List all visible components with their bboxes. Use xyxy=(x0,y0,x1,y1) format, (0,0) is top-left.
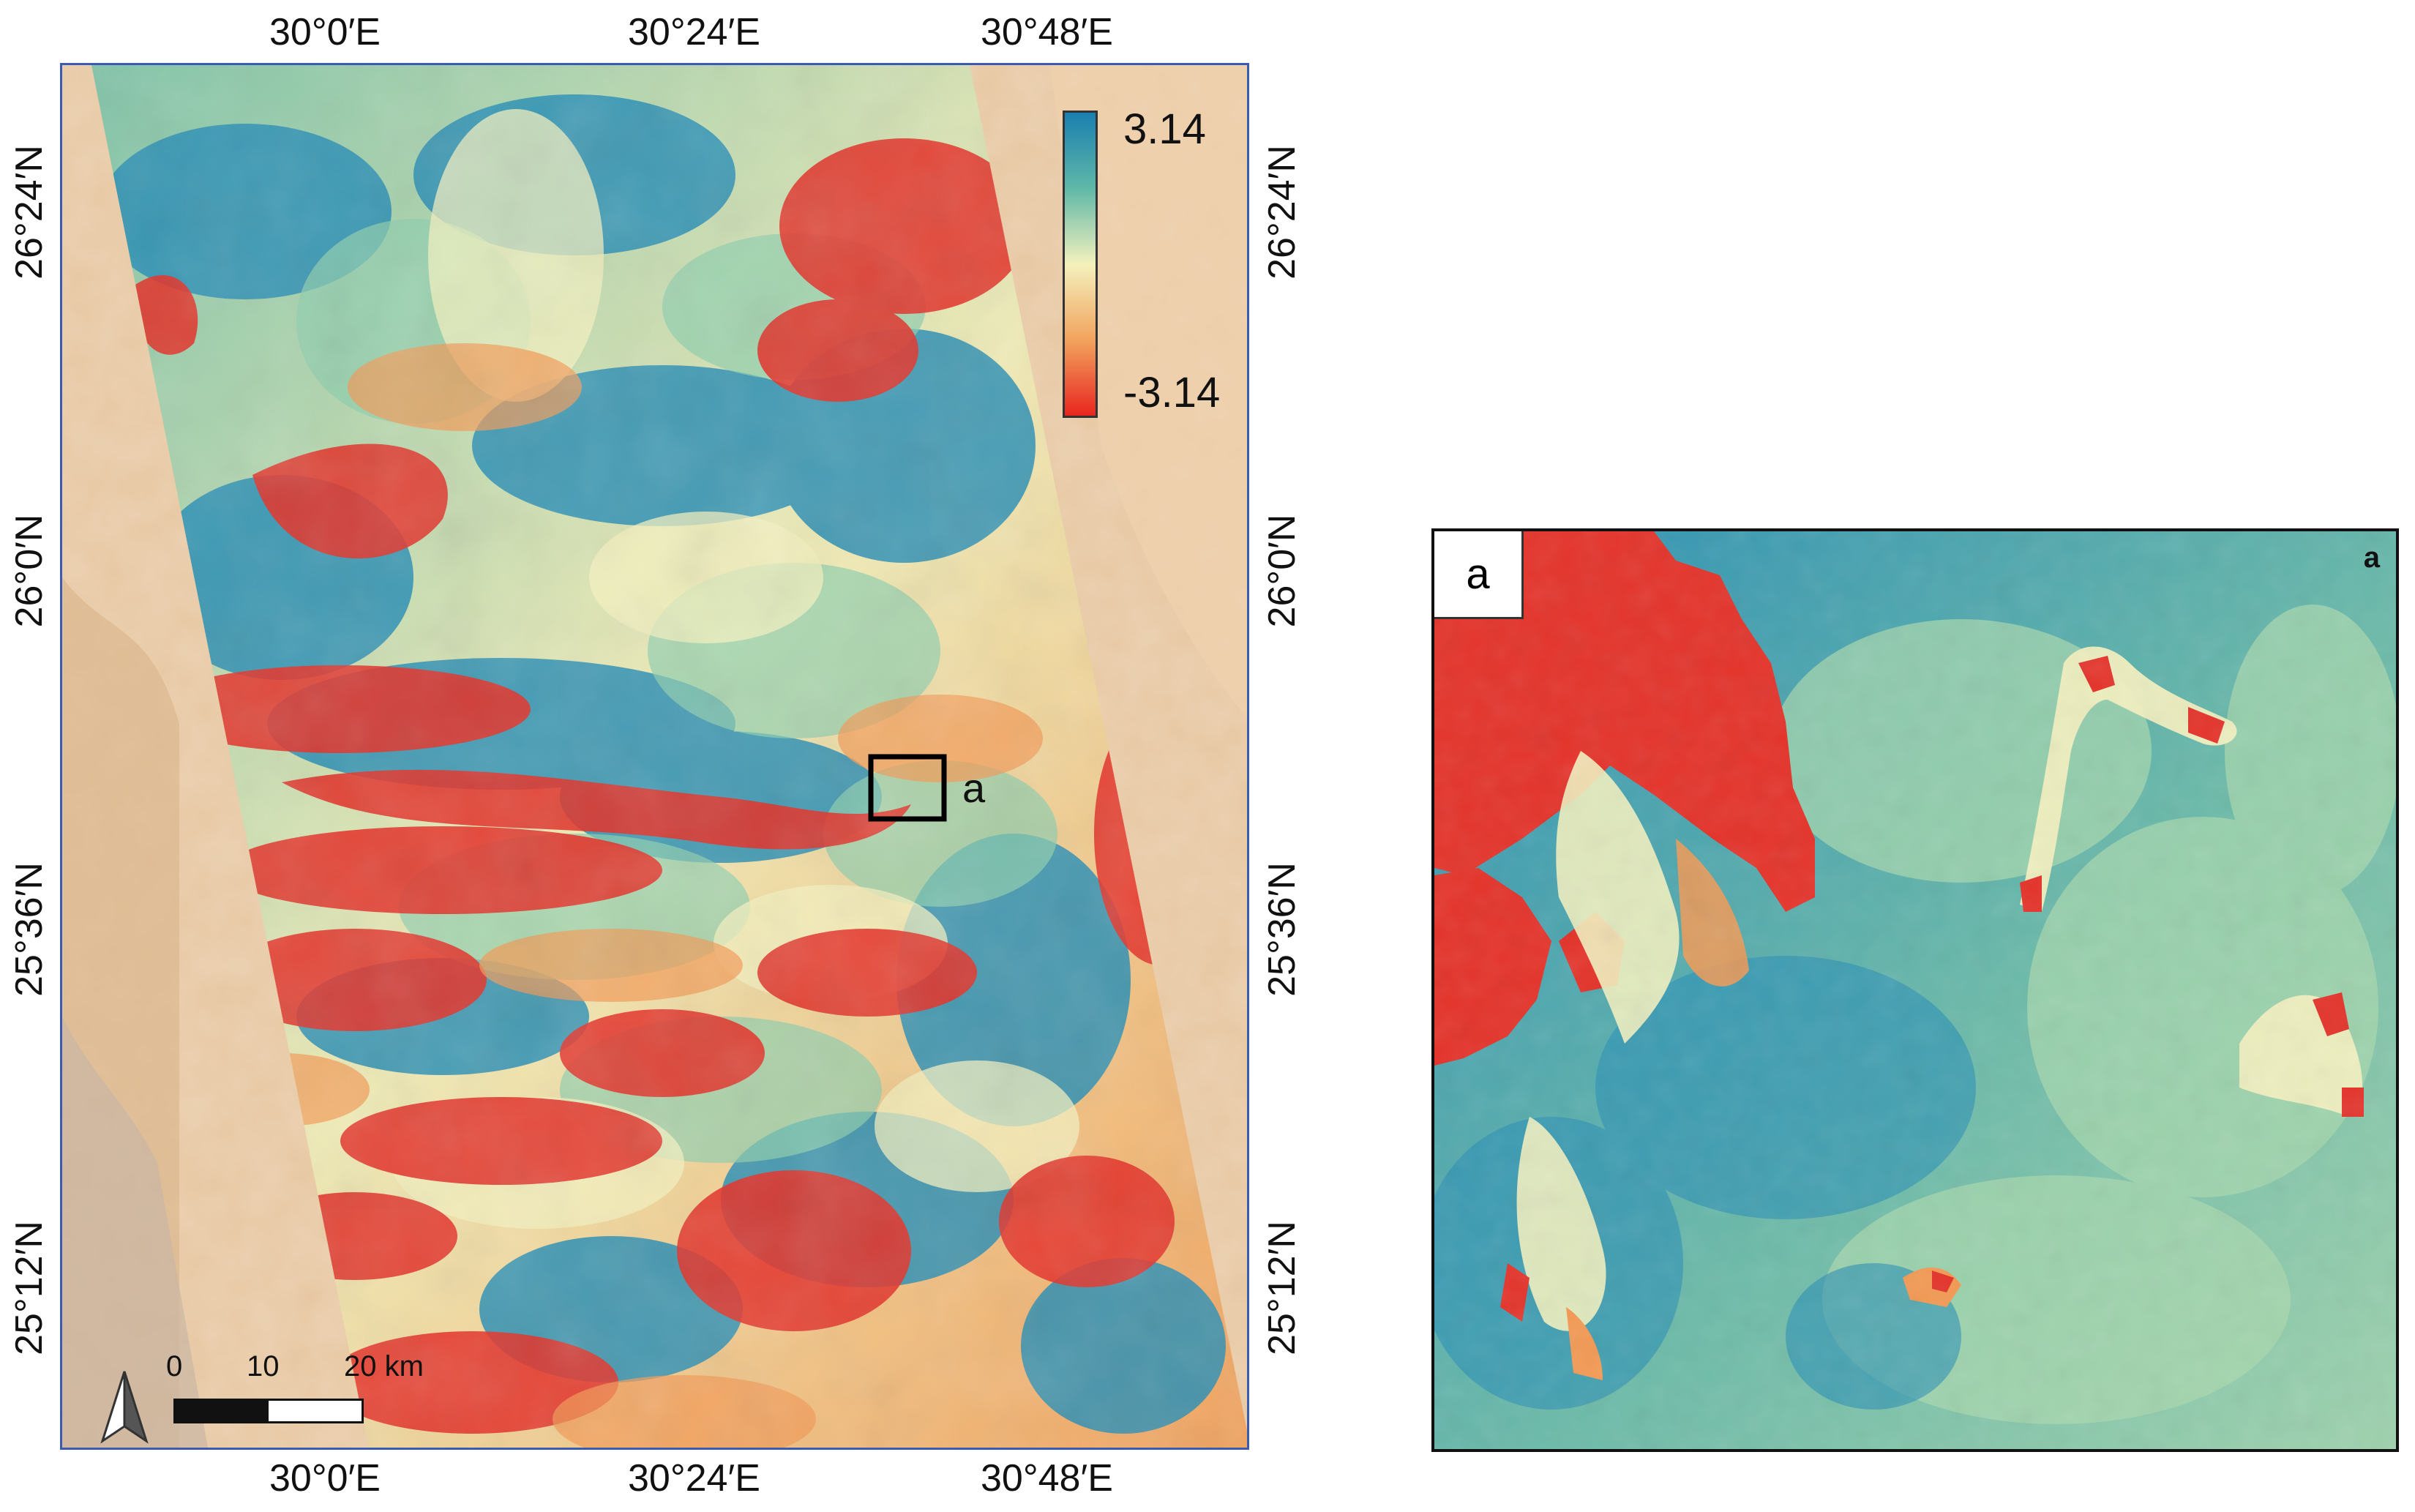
main-map-canvas xyxy=(62,65,1247,1448)
colorbar xyxy=(1063,111,1098,418)
main-map-frame: 3.14 -3.14 a 0 10 20 km xyxy=(60,63,1249,1450)
left-lat-tick-4: 25°12′N xyxy=(8,1221,50,1355)
inset-corner-mark: a xyxy=(2363,542,2380,574)
inset-label: a xyxy=(1466,550,1490,598)
bottom-lon-tick-2: 30°24′E xyxy=(628,1457,760,1500)
scale-label-20km: 20 km xyxy=(344,1350,424,1382)
top-lon-tick-2: 30°24′E xyxy=(628,11,760,53)
left-lat-tick-2: 26°0′N xyxy=(8,514,50,628)
left-lat-tick-3: 25°36′N xyxy=(8,862,50,997)
colorbar-max-label: 3.14 xyxy=(1123,105,1206,153)
top-lon-tick-1: 30°0′E xyxy=(269,11,381,53)
inset-map-canvas xyxy=(1434,531,2396,1449)
inset-locator-box xyxy=(868,754,947,822)
scale-label-0: 0 xyxy=(166,1350,183,1382)
north-arrow-icon xyxy=(100,1371,149,1444)
scale-label-10: 10 xyxy=(247,1350,280,1382)
top-lon-tick-3: 30°48′E xyxy=(981,11,1113,53)
inset-map-frame: a a xyxy=(1431,528,2399,1452)
inset-locator-label: a xyxy=(962,765,986,811)
scale-bar xyxy=(173,1399,364,1423)
right-lat-tick-2: 26°0′N xyxy=(1261,514,1303,628)
right-lat-tick-1: 26°24′N xyxy=(1261,145,1303,280)
right-lat-tick-4: 25°12′N xyxy=(1261,1221,1303,1355)
bottom-lon-tick-1: 30°0′E xyxy=(269,1457,381,1500)
inset-label-box: a xyxy=(1434,531,1524,619)
left-lat-tick-1: 26°24′N xyxy=(8,145,50,280)
colorbar-min-label: -3.14 xyxy=(1123,369,1221,416)
right-lat-tick-3: 25°36′N xyxy=(1261,862,1303,997)
bottom-lon-tick-3: 30°48′E xyxy=(981,1457,1113,1500)
